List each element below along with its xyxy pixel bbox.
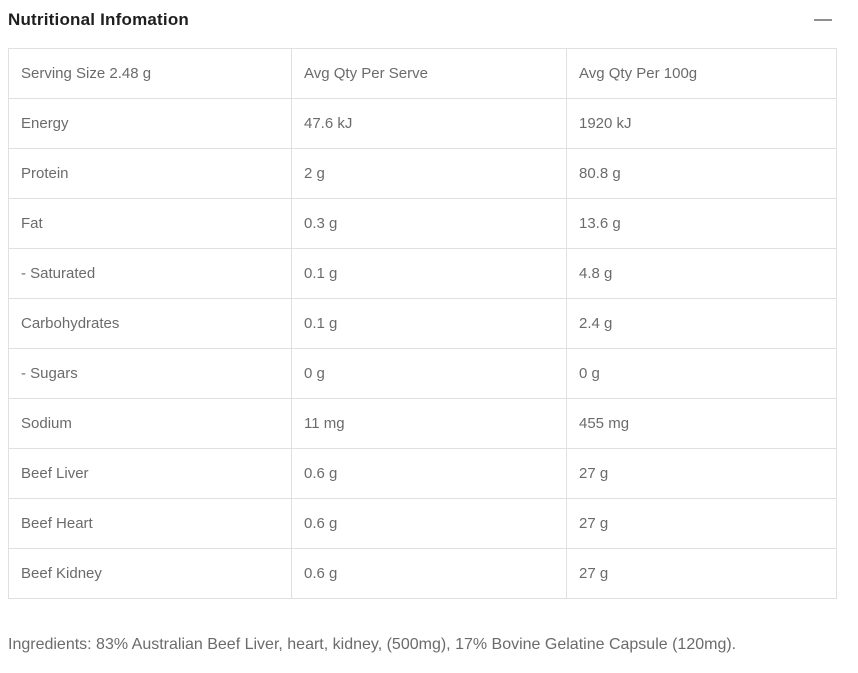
value-per-serve: 47.6 kJ <box>291 98 567 149</box>
value-per-100g: 455 mg <box>566 398 837 449</box>
nutrient-name: Beef Kidney <box>8 548 292 599</box>
table-header-row: Serving Size 2.48 g Avg Qty Per Serve Av… <box>8 48 837 99</box>
nutrient-name: - Sugars <box>8 348 292 399</box>
table-row: Energy 47.6 kJ 1920 kJ <box>8 98 837 149</box>
table-row: Carbohydrates 0.1 g 2.4 g <box>8 298 837 349</box>
nutrient-name: Sodium <box>8 398 292 449</box>
nutrition-table: Serving Size 2.48 g Avg Qty Per Serve Av… <box>8 48 837 599</box>
nutrient-name: - Saturated <box>8 248 292 299</box>
nutrient-name: Energy <box>8 98 292 149</box>
value-per-100g: 80.8 g <box>566 148 837 199</box>
value-per-100g: 2.4 g <box>566 298 837 349</box>
nutrient-name: Carbohydrates <box>8 298 292 349</box>
value-per-serve: 0.3 g <box>291 198 567 249</box>
minus-icon <box>814 19 832 21</box>
value-per-100g: 0 g <box>566 348 837 399</box>
value-per-serve: 0.6 g <box>291 498 567 549</box>
column-header-serving-size: Serving Size 2.48 g <box>8 48 292 99</box>
value-per-serve: 0.6 g <box>291 548 567 599</box>
table-row: Fat 0.3 g 13.6 g <box>8 198 837 249</box>
table-row: Beef Kidney 0.6 g 27 g <box>8 548 837 599</box>
table-row: Protein 2 g 80.8 g <box>8 148 837 199</box>
value-per-100g: 13.6 g <box>566 198 837 249</box>
column-header-per-serve: Avg Qty Per Serve <box>291 48 567 99</box>
value-per-serve: 0.6 g <box>291 448 567 499</box>
table-row: - Saturated 0.1 g 4.8 g <box>8 248 837 299</box>
value-per-serve: 11 mg <box>291 398 567 449</box>
ingredients-text: Ingredients: 83% Australian Beef Liver, … <box>8 636 737 653</box>
value-per-100g: 1920 kJ <box>566 98 837 149</box>
collapse-button[interactable] <box>802 13 832 27</box>
value-per-100g: 4.8 g <box>566 248 837 299</box>
value-per-serve: 0.1 g <box>291 248 567 299</box>
nutrient-name: Protein <box>8 148 292 199</box>
value-per-serve: 0.1 g <box>291 298 567 349</box>
table-row: - Sugars 0 g 0 g <box>8 348 837 399</box>
nutrient-name: Beef Heart <box>8 498 292 549</box>
table-row: Beef Liver 0.6 g 27 g <box>8 448 837 499</box>
value-per-100g: 27 g <box>566 448 837 499</box>
nutrient-name: Fat <box>8 198 292 249</box>
table-row: Sodium 11 mg 455 mg <box>8 398 837 449</box>
value-per-serve: 0 g <box>291 348 567 399</box>
value-per-100g: 27 g <box>566 548 837 599</box>
table-row: Beef Heart 0.6 g 27 g <box>8 498 837 549</box>
nutritional-info-panel: Nutritional Infomation Serving Size 2.48… <box>8 5 837 653</box>
value-per-serve: 2 g <box>291 148 567 199</box>
column-header-per-100g: Avg Qty Per 100g <box>566 48 837 99</box>
nutrient-name: Beef Liver <box>8 448 292 499</box>
section-title: Nutritional Infomation <box>8 10 189 29</box>
accordion-header[interactable]: Nutritional Infomation <box>8 5 836 35</box>
value-per-100g: 27 g <box>566 498 837 549</box>
